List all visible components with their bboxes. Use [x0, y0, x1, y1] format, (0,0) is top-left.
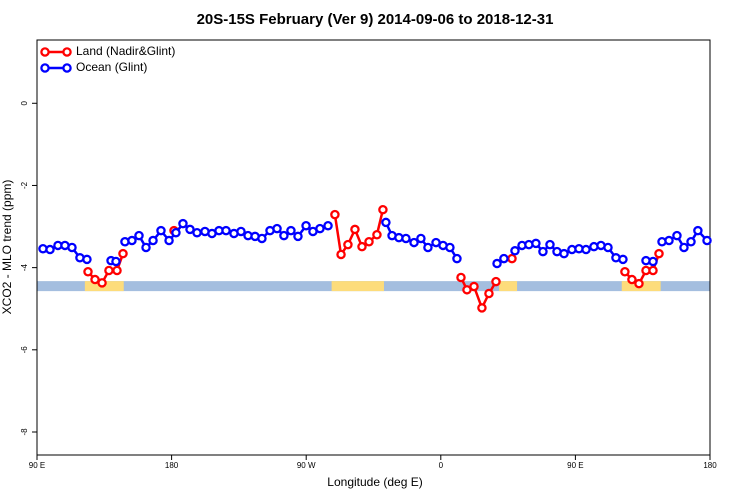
data-point	[90, 274, 100, 285]
data-point	[492, 258, 502, 269]
data-point	[618, 254, 628, 265]
data-point	[164, 235, 174, 246]
data-point	[416, 233, 426, 244]
data-point	[257, 233, 267, 244]
data-point	[364, 236, 374, 247]
data-point	[469, 281, 479, 292]
data-point	[336, 249, 346, 260]
land-band	[499, 281, 518, 292]
data-point	[477, 303, 487, 313]
data-point	[672, 230, 682, 241]
data-point	[401, 233, 411, 244]
data-point	[484, 288, 494, 299]
data-point	[293, 231, 303, 242]
data-point	[104, 265, 114, 276]
data-point	[679, 242, 689, 253]
legend-label: Land (Nadir&Glint)	[76, 44, 175, 58]
data-point	[82, 254, 92, 265]
data-point	[507, 253, 517, 264]
data-point	[357, 241, 367, 252]
data-point	[581, 244, 591, 255]
data-point	[134, 230, 144, 241]
legend-marker	[62, 63, 72, 73]
y-tick-label: -6	[20, 346, 29, 354]
data-point	[627, 274, 637, 285]
x-tick-label: 90 E	[29, 461, 45, 470]
data-point	[603, 242, 613, 253]
data-point	[236, 226, 246, 237]
data-point	[112, 265, 122, 276]
data-point	[559, 248, 569, 259]
data-point	[378, 204, 388, 215]
data-point	[545, 239, 555, 250]
land-band	[331, 281, 384, 292]
x-tick-label: 90 W	[297, 461, 316, 470]
data-point	[648, 256, 658, 267]
legend-marker	[40, 63, 50, 73]
data-point	[664, 235, 674, 246]
data-point	[381, 217, 391, 228]
chart-title: 20S-15S February (Ver 9) 2014-09-06 to 2…	[197, 11, 554, 28]
data-point	[111, 256, 121, 267]
data-point	[423, 242, 433, 253]
data-point	[445, 242, 455, 253]
data-point	[156, 225, 166, 236]
x-tick-label: 90 E	[567, 461, 583, 470]
x-tick-label: 180	[703, 461, 717, 470]
data-point	[491, 276, 501, 287]
data-point	[45, 244, 55, 255]
data-point	[648, 265, 658, 276]
data-point	[634, 278, 644, 289]
data-point	[127, 235, 137, 246]
data-point	[330, 209, 340, 220]
data-point	[686, 236, 696, 247]
data-point	[510, 246, 520, 256]
data-point	[350, 224, 360, 235]
legend-label: Ocean (Glint)	[76, 60, 147, 74]
data-point	[343, 239, 353, 250]
data-point	[83, 266, 93, 277]
legend-marker	[40, 47, 50, 57]
data-point	[67, 242, 77, 253]
x-tick-label: 180	[165, 461, 179, 470]
data-point	[272, 223, 282, 234]
y-tick-label: -2	[20, 181, 29, 189]
data-point	[409, 237, 419, 248]
y-tick-label: -4	[20, 264, 29, 272]
data-point	[499, 253, 509, 264]
data-point	[171, 227, 181, 238]
plot-frame	[36, 39, 711, 456]
series-line	[87, 209, 661, 312]
data-point	[456, 272, 466, 283]
data-point	[148, 235, 158, 246]
data-point	[192, 227, 202, 238]
data-point	[702, 235, 712, 246]
data-point	[654, 248, 664, 259]
data-point	[279, 230, 289, 241]
x-axis-label: Longitude (deg E)	[327, 475, 422, 489]
y-axis-label: XCO2 - MLO trend (ppm)	[0, 180, 14, 315]
y-tick-label: -8	[20, 428, 29, 436]
y-tick-label: 0	[20, 101, 29, 106]
data-point	[141, 242, 151, 253]
data-point	[286, 225, 296, 236]
data-point	[531, 238, 541, 249]
data-point	[538, 246, 548, 257]
data-point	[693, 225, 703, 236]
data-point	[97, 278, 107, 288]
data-point	[221, 225, 231, 236]
data-point	[118, 248, 128, 259]
data-point	[462, 285, 472, 295]
data-point	[178, 218, 188, 229]
data-point	[372, 230, 382, 240]
data-point	[620, 266, 630, 277]
data-point	[185, 224, 195, 235]
data-point	[315, 223, 325, 234]
legend-marker	[62, 47, 72, 57]
data-point	[301, 220, 311, 231]
x-tick-label: 0	[439, 461, 444, 470]
data-point	[452, 253, 462, 264]
data-point	[323, 220, 333, 231]
